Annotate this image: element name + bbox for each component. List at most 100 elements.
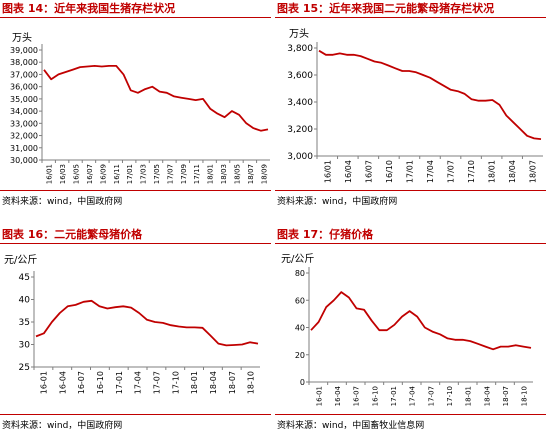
title-rule xyxy=(275,243,546,244)
chart-title: 图表 16：二元能繁母猪价格 xyxy=(2,228,143,241)
x-tick-label: 18/07 xyxy=(247,164,255,184)
chart-svg: 元/公斤 0 20 40 60 80 16-01 16-04 16-07 16-10 17-01 17… xyxy=(281,253,533,406)
source-note: 资料来源：wind，中国政府网 xyxy=(2,421,123,431)
series-line xyxy=(43,65,269,132)
x-tick-label: 17-01 xyxy=(390,386,398,406)
chart-svg: 万头 3,000 3,200 3,400 3,600 3,800 16/01 16/04 16/… xyxy=(287,28,543,183)
source-note: 资料来源：wind，中国政府网 xyxy=(2,197,123,207)
x-tick-label: 18-10 xyxy=(247,371,256,394)
y-tick-label: 38,000 xyxy=(10,58,38,67)
x-tick-label: 18/01 xyxy=(207,164,215,184)
series-line xyxy=(318,49,542,140)
y-tick-label: 32,000 xyxy=(10,132,38,141)
source-note: 资料来源：wind，中国政府网 xyxy=(277,197,398,207)
y-tick-label: 3,600 xyxy=(287,71,313,81)
title-rule xyxy=(275,17,546,18)
y-tick-label: 35,000 xyxy=(10,95,38,104)
x-tick-label: 16-01 xyxy=(315,386,323,406)
y-tick-label: 3,400 xyxy=(287,98,313,108)
x-tick-label: 18-07 xyxy=(228,371,237,394)
x-tick-label: 18-01 xyxy=(190,371,199,394)
x-tick-label: 16/11 xyxy=(113,164,121,184)
source-note: 资料来源：wind，中国畜牧业信息网 xyxy=(277,421,425,431)
x-tick-label: 17-04 xyxy=(409,385,417,406)
y-tick-label: 36,000 xyxy=(10,83,38,92)
chart-title: 图表 17：仔猪价格 xyxy=(277,228,374,241)
source-rule xyxy=(275,190,546,191)
x-tick-label: 17/03 xyxy=(140,164,148,184)
source-rule xyxy=(0,414,271,415)
x-tick-label: 16/09 xyxy=(99,164,107,184)
x-tick-label: 17/09 xyxy=(180,164,188,184)
y-tick-label: 80 xyxy=(295,269,305,278)
y-tick-label: 30 xyxy=(19,341,31,351)
y-axis-unit-label: 万头 xyxy=(12,32,32,44)
chart-panel-15: 图表 15：近年来我国二元能繁母猪存栏状况 万头 3,000 3,200 3,400 3… xyxy=(275,0,550,217)
x-tick-label: 16/03 xyxy=(59,164,67,184)
x-tick-label: 16/04 xyxy=(344,160,353,183)
x-tick-label: 17-07 xyxy=(152,371,161,394)
y-axis-unit-label: 万头 xyxy=(289,28,309,40)
chart-title: 图表 15：近年来我国二元能繁母猪存栏状况 xyxy=(277,2,495,15)
x-tick-label: 18/04 xyxy=(508,160,517,183)
series-line xyxy=(35,299,259,347)
chart-title: 图表 14：近年来我国生猪存栏状况 xyxy=(2,2,176,15)
x-tick-label: 17/01 xyxy=(126,164,134,184)
x-tick-label: 16/01 xyxy=(323,160,332,183)
chart-svg: 万头 30,000 31,000 32,000 33,000 34,000 35,000 36… xyxy=(10,32,270,184)
chart-panel-17: 图表 17：仔猪价格 元/公斤 0 20 40 60 80 16-01 16-04 16-07 1… xyxy=(275,226,550,443)
x-tick-label: 16/07 xyxy=(86,164,94,184)
y-tick-label: 39,000 xyxy=(10,46,38,55)
x-tick-label: 17/01 xyxy=(405,160,414,183)
y-axis-unit-label: 元/公斤 xyxy=(4,254,37,266)
y-tick-label: 3,000 xyxy=(287,152,313,162)
y-tick-label: 3,800 xyxy=(287,44,313,54)
y-tick-label: 3,200 xyxy=(287,125,313,135)
x-tick-label: 16/01 xyxy=(46,164,54,184)
y-tick-label: 33,000 xyxy=(10,119,38,128)
y-tick-label: 0 xyxy=(300,378,305,387)
x-tick-label: 18/03 xyxy=(220,164,228,184)
x-tick-label: 17/04 xyxy=(426,160,435,183)
chart-panel-14: 图表 14：近年来我国生猪存栏状况 万头 30,000 31,000 32,000 33… xyxy=(0,0,275,217)
x-tick-label: 16-10 xyxy=(96,371,105,394)
x-tick-label: 16-07 xyxy=(353,386,361,406)
title-rule xyxy=(0,17,271,18)
x-tick-label: 18/01 xyxy=(488,160,497,183)
x-tick-label: 17-10 xyxy=(171,371,180,394)
y-tick-label: 34,000 xyxy=(10,107,38,116)
x-tick-label: 17/05 xyxy=(153,164,161,184)
x-tick-label: 17-10 xyxy=(446,386,454,406)
series-line xyxy=(310,291,532,351)
x-tick-label: 16/07 xyxy=(364,160,373,183)
y-tick-label: 37,000 xyxy=(10,70,38,79)
chart-panel-16: 图表 16：二元能繁母猪价格 元/公斤 25 30 35 40 45 16-01 16-04 1… xyxy=(0,226,275,443)
x-tick-label: 18-07 xyxy=(502,386,510,406)
y-tick-label: 31,000 xyxy=(10,144,38,153)
x-tick-label: 16/05 xyxy=(73,164,81,184)
x-tick-label: 18-01 xyxy=(465,386,473,406)
x-tick-label: 17/07 xyxy=(166,164,174,184)
y-tick-label: 45 xyxy=(19,273,30,283)
y-tick-label: 60 xyxy=(295,296,305,305)
x-tick-label: 17-04 xyxy=(134,371,143,394)
x-tick-label: 18-10 xyxy=(521,386,529,406)
y-tick-label: 25 xyxy=(19,363,30,373)
y-tick-label: 40 xyxy=(295,324,305,333)
x-tick-label: 17/07 xyxy=(447,160,456,183)
x-tick-label: 16-07 xyxy=(77,371,86,394)
y-tick-label: 40 xyxy=(19,296,31,306)
x-tick-label: 17-07 xyxy=(427,386,435,406)
x-tick-label: 16-10 xyxy=(371,386,379,406)
chart-svg: 元/公斤 25 30 35 40 45 16-01 16-04 16-07 16-10 17-01 1… xyxy=(4,254,260,394)
x-tick-label: 18/05 xyxy=(233,164,241,184)
x-tick-label: 17/11 xyxy=(193,164,201,184)
y-tick-label: 20 xyxy=(295,351,305,360)
x-tick-label: 18/09 xyxy=(260,164,268,184)
x-tick-label: 16-04 xyxy=(58,371,67,394)
y-tick-label: 30,000 xyxy=(10,156,38,165)
x-tick-label: 18-04 xyxy=(209,371,218,394)
x-tick-label: 16-01 xyxy=(39,371,48,394)
x-tick-label: 16/10 xyxy=(385,160,394,183)
x-tick-label: 18-04 xyxy=(483,385,491,406)
